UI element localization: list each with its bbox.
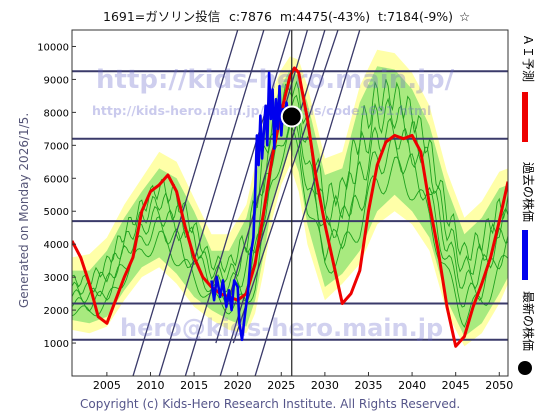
legend-item-ai: ＡＩ予測 <box>521 34 535 142</box>
legend-label-latest: 最新の株価 <box>521 291 536 351</box>
trend-line <box>158 30 265 376</box>
legend: ＡＩ予測 過去の株価 最新の株価 <box>518 34 536 375</box>
forecast-band-inner <box>72 66 508 337</box>
chart-stats: c:7876 m:4475(-43%) t:7184(-9%) <box>229 9 453 24</box>
latest-price-marker <box>280 105 303 128</box>
x-tick-label: 2030 <box>311 379 339 392</box>
x-tick-label: 2005 <box>93 379 121 392</box>
legend-label-ai: ＡＩ予測 <box>521 34 535 82</box>
y-tick-label: 4000 <box>44 240 69 251</box>
watermark-analysis-url: http://kids-hero.main.jp/analysis/code16… <box>92 103 431 118</box>
y-tick-label: 9000 <box>44 75 69 86</box>
y-tick-label: 8000 <box>44 108 69 119</box>
legend-swatch-past <box>522 230 528 280</box>
copyright: Copyright (c) Kids-Hero Research Institu… <box>80 397 460 411</box>
legend-label-past: 過去の株価 <box>521 162 536 222</box>
x-tick-label: 2050 <box>485 379 513 392</box>
y-tick-label: 10000 <box>37 42 69 53</box>
x-tick-label: 2020 <box>224 379 252 392</box>
x-tick-label: 2015 <box>180 379 208 392</box>
trend-line <box>232 30 339 344</box>
legend-item-past: 過去の株価 <box>521 162 536 280</box>
x-tick-label: 2035 <box>354 379 382 392</box>
plot-frame <box>71 29 509 377</box>
legend-swatch-latest <box>518 361 532 375</box>
star-icon[interactable]: ☆ <box>459 9 470 24</box>
trend-line <box>184 30 291 376</box>
x-tick-label: 2040 <box>398 379 426 392</box>
legend-item-latest: 最新の株価 <box>518 291 536 375</box>
past-price-line <box>210 71 291 342</box>
y-tick-label: 5000 <box>44 207 69 218</box>
trend-line <box>132 30 239 376</box>
x-tick-label: 2045 <box>442 379 470 392</box>
generated-date: Generated on Monday 2026/1/5. <box>17 113 31 308</box>
simulation-trace <box>72 79 508 289</box>
y-tick-label: 3000 <box>44 273 69 284</box>
x-tick-label: 2010 <box>136 379 164 392</box>
y-tick-label: 6000 <box>44 174 69 185</box>
watermark-mail: hero@kids-hero.main.jp <box>120 314 443 342</box>
y-tick-label: 7000 <box>44 141 69 152</box>
trend-line <box>254 30 361 376</box>
trend-line <box>219 30 326 376</box>
y-tick-label: 2000 <box>44 306 69 317</box>
plot-area: http://kids-hero.main.jp/http://kids-her… <box>72 30 508 376</box>
legend-swatch-ai <box>522 92 528 142</box>
x-tick-label: 2025 <box>267 379 295 392</box>
watermark-url: http://kids-hero.main.jp/ <box>96 65 455 95</box>
axis-ticks: 2005 2010 2015 2020 2025 2030 2035 2040 2045 2050… <box>37 42 513 392</box>
chart-title: 1691=ガソリン投信 <box>103 9 220 24</box>
y-tick-label: 1000 <box>44 339 69 350</box>
